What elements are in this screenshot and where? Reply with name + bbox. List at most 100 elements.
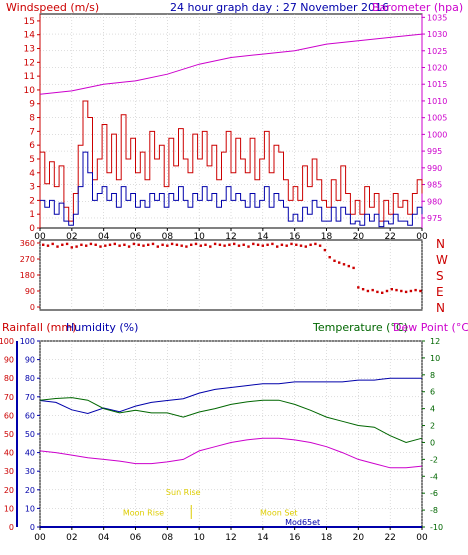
direction-point [314, 242, 317, 246]
rain-tick-label: 0 [9, 523, 14, 532]
direction-point [80, 243, 83, 246]
temp-tick-label: -4 [430, 472, 438, 481]
direction-point [142, 244, 145, 247]
direction-point [266, 243, 269, 246]
wind-x-tick-label: 20 [353, 232, 365, 242]
direction-point [242, 243, 245, 246]
direction-point [42, 243, 45, 246]
direction-point [166, 244, 169, 247]
direction-point [261, 244, 264, 247]
astro-label: Sun Rise [166, 488, 201, 497]
direction-point [252, 242, 255, 246]
humidity-tick-label: 100 [20, 337, 35, 346]
wind-x-tick-label: 22 [384, 232, 395, 242]
temp-tick-label: -8 [430, 506, 438, 515]
humidity-tick-label: 60 [25, 411, 35, 420]
temp-tick-label: -2 [430, 455, 438, 464]
astro-label: Mod65et [285, 518, 320, 527]
wind-tick-label: 14 [24, 31, 36, 41]
wind-series [39, 33, 423, 228]
humidity-tick-label: 80 [25, 374, 35, 383]
dir-tick-label: 180 [20, 271, 35, 280]
rain-tick-label: 40 [4, 449, 14, 458]
barometer-axis-label: Barometer (hpa) [372, 1, 463, 14]
direction-point [118, 244, 121, 247]
humidity-tick-label: 30 [25, 467, 35, 476]
astro-label: Moon Set [260, 509, 297, 518]
barometer-tick-label: 995 [427, 147, 442, 156]
temp-tick-label: 2 [430, 422, 435, 431]
rain-tick-label: 50 [4, 430, 14, 439]
direction-point [228, 243, 231, 246]
direction-point [204, 243, 207, 246]
direction-point [61, 243, 64, 246]
direction-point [342, 263, 346, 266]
rain-tick-label: 100 [0, 337, 14, 346]
direction-point [276, 245, 279, 248]
direction-point [299, 244, 303, 247]
temp-tick-label: -6 [430, 489, 438, 498]
direction-point [361, 288, 365, 291]
rain-tick-label: 10 [4, 504, 14, 513]
temp-x-ticks: 00 02 04 06 08 10 12 14 16 18 20 22 00 [34, 527, 428, 543]
compass-label: S [436, 269, 444, 283]
temp-x-tick-label: 14 [257, 533, 269, 543]
rain-tick-label: 30 [4, 467, 14, 476]
wind-tick-label: 11 [24, 72, 35, 82]
wind-tick-label: 6 [29, 141, 35, 151]
wind-x-tick-label: 12 [225, 232, 236, 242]
direction-point [233, 242, 236, 246]
direction-point [185, 245, 188, 248]
direction-point [213, 242, 217, 246]
temp-tick-label: 4 [430, 405, 435, 414]
direction-point [371, 288, 374, 292]
direction-point [357, 286, 360, 289]
direction-point [85, 244, 88, 247]
direction-series [42, 242, 422, 294]
direction-point [223, 244, 226, 247]
direction-point [347, 264, 350, 268]
direction-point [147, 243, 150, 246]
chart-title: 24 hour graph day : 27 November 2016 [170, 1, 389, 14]
direction-point [70, 246, 73, 249]
direction-point [247, 245, 250, 248]
direction-point [180, 244, 183, 247]
temp-x-tick-label: 00 [416, 533, 428, 543]
temp-x-tick-label: 06 [130, 533, 142, 543]
direction-point [400, 289, 403, 293]
direction-point [132, 242, 136, 246]
direction-point [123, 243, 126, 246]
wind-x-tick-label: 06 [130, 232, 142, 242]
humidity-tick-label: 50 [25, 430, 35, 439]
compass-label: N [436, 237, 445, 251]
wind-x-tick-label: 10 [193, 232, 205, 242]
direction-point [390, 288, 393, 291]
direction-point [56, 245, 59, 248]
wind-x-tick-label: 04 [98, 232, 110, 242]
direction-point [190, 243, 193, 246]
temp-tick-label: 12 [430, 337, 440, 346]
direction-point [414, 288, 417, 292]
humidity-tick-label: 20 [25, 486, 35, 495]
direction-point [366, 289, 370, 293]
direction-point [113, 242, 116, 246]
wind-x-tick-label: 08 [162, 232, 174, 242]
temp-tick-label: 8 [430, 371, 435, 380]
wind-axis-label: Windspeed (m/s) [6, 1, 99, 14]
direction-point [304, 245, 307, 248]
wind-tick-label: 12 [24, 58, 35, 68]
temp-x-tick-label: 02 [66, 533, 77, 543]
barometer-line [39, 33, 423, 95]
wind-tick-label: 13 [24, 45, 35, 55]
direction-point [280, 243, 284, 246]
direction-point [170, 242, 174, 246]
direction-point [218, 243, 222, 246]
wind-x-tick-label: 16 [289, 232, 301, 242]
humidity-tick-label: 10 [25, 504, 35, 513]
direction-point [309, 243, 312, 246]
temperature-axis-label: Temperature (°C) [312, 321, 408, 334]
barometer-tick-label: 1010 [427, 97, 447, 106]
